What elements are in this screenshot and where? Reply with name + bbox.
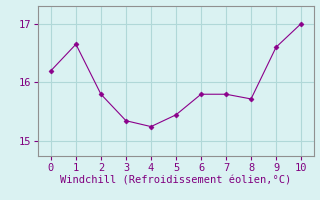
X-axis label: Windchill (Refroidissement éolien,°C): Windchill (Refroidissement éolien,°C) — [60, 176, 292, 186]
